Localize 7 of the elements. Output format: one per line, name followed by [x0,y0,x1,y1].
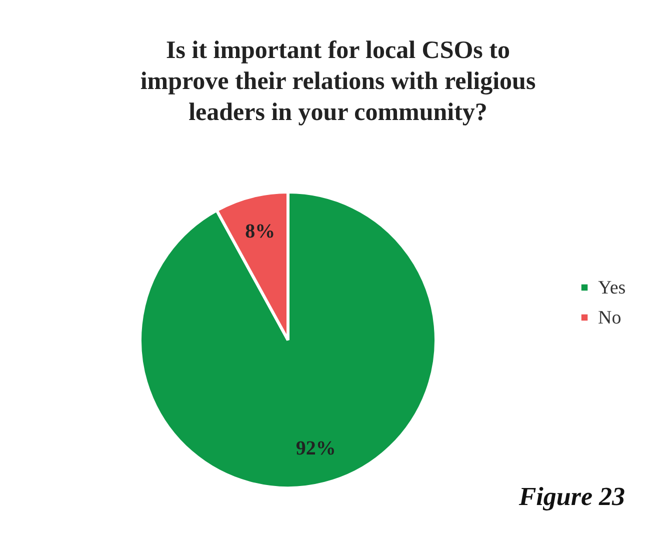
pie-slice [138,190,438,490]
legend-label: Yes [598,278,626,298]
legend-label: No [598,308,622,328]
caption: Figure 23 [518,482,625,511]
data-label: 8% [245,220,276,243]
data-label: 92% [296,437,336,460]
chart-title: Is it important for local CSOs to improve their relations with religious leaders in your community? [140,37,536,126]
